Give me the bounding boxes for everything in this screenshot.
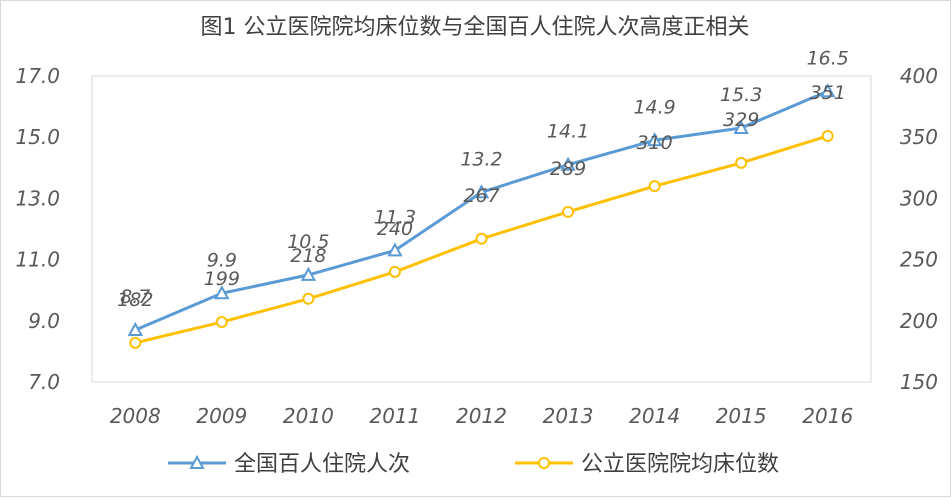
- x-axis-tick-label: 2014: [629, 404, 680, 428]
- data-label: 182: [117, 289, 153, 311]
- data-label: 9.9: [207, 249, 237, 271]
- left-axis-tick-label: 9.0: [28, 309, 60, 333]
- left-axis-tick-label: 7.0: [28, 370, 60, 394]
- data-point-marker: [648, 180, 661, 193]
- x-axis-tick-label: 2011: [369, 404, 420, 428]
- data-point-marker: [560, 156, 576, 171]
- data-point-marker: [300, 266, 317, 281]
- right-axis: 150 200 250 300 350 400: [900, 64, 938, 394]
- right-axis-tick-label: 350: [900, 125, 938, 149]
- data-point-marker: [214, 285, 230, 300]
- x-axis: 2008 2009 2010 2011 2012 2013 2014 2015 2016: [110, 404, 853, 428]
- data-label: 15.3: [720, 84, 762, 106]
- data-point-marker: [302, 292, 315, 305]
- series-layer: [127, 83, 836, 349]
- data-label: 10.5: [287, 231, 329, 253]
- data-point-marker: [821, 129, 834, 142]
- legend-marker: [189, 454, 205, 469]
- x-axis-tick-label: 2012: [456, 404, 507, 428]
- data-label: 16.5: [807, 47, 849, 69]
- data-label: 14.1: [547, 121, 589, 143]
- data-label: 11.3: [374, 206, 416, 228]
- left-axis-tick-label: 17.0: [15, 64, 60, 88]
- data-label: 218: [290, 245, 326, 267]
- data-point-marker: [473, 184, 490, 199]
- data-point-marker: [646, 132, 663, 147]
- right-axis-tick-label: 250: [900, 248, 938, 272]
- left-axis-tick-label: 13.0: [15, 186, 60, 210]
- data-point-marker: [733, 119, 749, 135]
- data-point-marker: [387, 242, 403, 257]
- data-point-marker: [820, 83, 836, 98]
- left-axis-tick-label: 15.0: [15, 125, 60, 149]
- data-point-marker: [562, 205, 575, 218]
- right-axis-tick-label: 300: [900, 186, 938, 210]
- data-label: 289: [550, 158, 586, 180]
- x-axis-tick-label: 2009: [196, 404, 247, 428]
- data-label: 199: [204, 268, 240, 290]
- right-axis-tick-label: 150: [900, 370, 938, 394]
- data-label: 240: [377, 218, 413, 240]
- x-axis-tick-label: 2016: [802, 404, 853, 428]
- data-label: 267: [463, 185, 499, 207]
- data-label: 351: [810, 82, 846, 104]
- left-axis: 7.0 9.0 11.0 13.0 15.0 17.0: [15, 64, 60, 394]
- data-point-marker: [127, 321, 143, 336]
- legend: 全国百人住院人次 公立医院院均床位数: [168, 452, 779, 477]
- x-axis-tick-label: 2008: [110, 404, 161, 428]
- legend-label: 公立医院院均床位数: [581, 452, 779, 477]
- right-axis-tick-label: 400: [900, 64, 938, 88]
- x-axis-tick-label: 2015: [716, 404, 767, 428]
- data-labels: 8.7 9.9 10.5 11.3 13.2 14.1 14.9 15.3 16.5 182 199…: [117, 47, 849, 311]
- x-axis-tick-label: 2013: [543, 404, 594, 428]
- legend-label: 全国百人住院人次: [234, 452, 410, 477]
- data-label: 13.2: [460, 148, 502, 170]
- data-point-marker: [388, 265, 401, 278]
- right-axis-tick-label: 200: [900, 309, 938, 333]
- left-axis-tick-label: 11.0: [15, 248, 60, 272]
- data-point-marker: [735, 156, 748, 169]
- data-point-marker: [129, 336, 142, 349]
- data-label: 329: [723, 109, 759, 131]
- data-label: 14.9: [633, 96, 675, 118]
- legend-marker: [538, 457, 550, 469]
- data-label: 310: [636, 132, 672, 154]
- data-point-marker: [475, 232, 488, 245]
- plot-area-frame: [91, 75, 872, 383]
- chart-title: 图1 公立医院院均床位数与全国百人住院人次高度正相关: [201, 15, 750, 40]
- data-point-marker: [215, 316, 228, 329]
- x-axis-tick-label: 2010: [283, 404, 334, 428]
- data-label: 8.7: [120, 286, 150, 308]
